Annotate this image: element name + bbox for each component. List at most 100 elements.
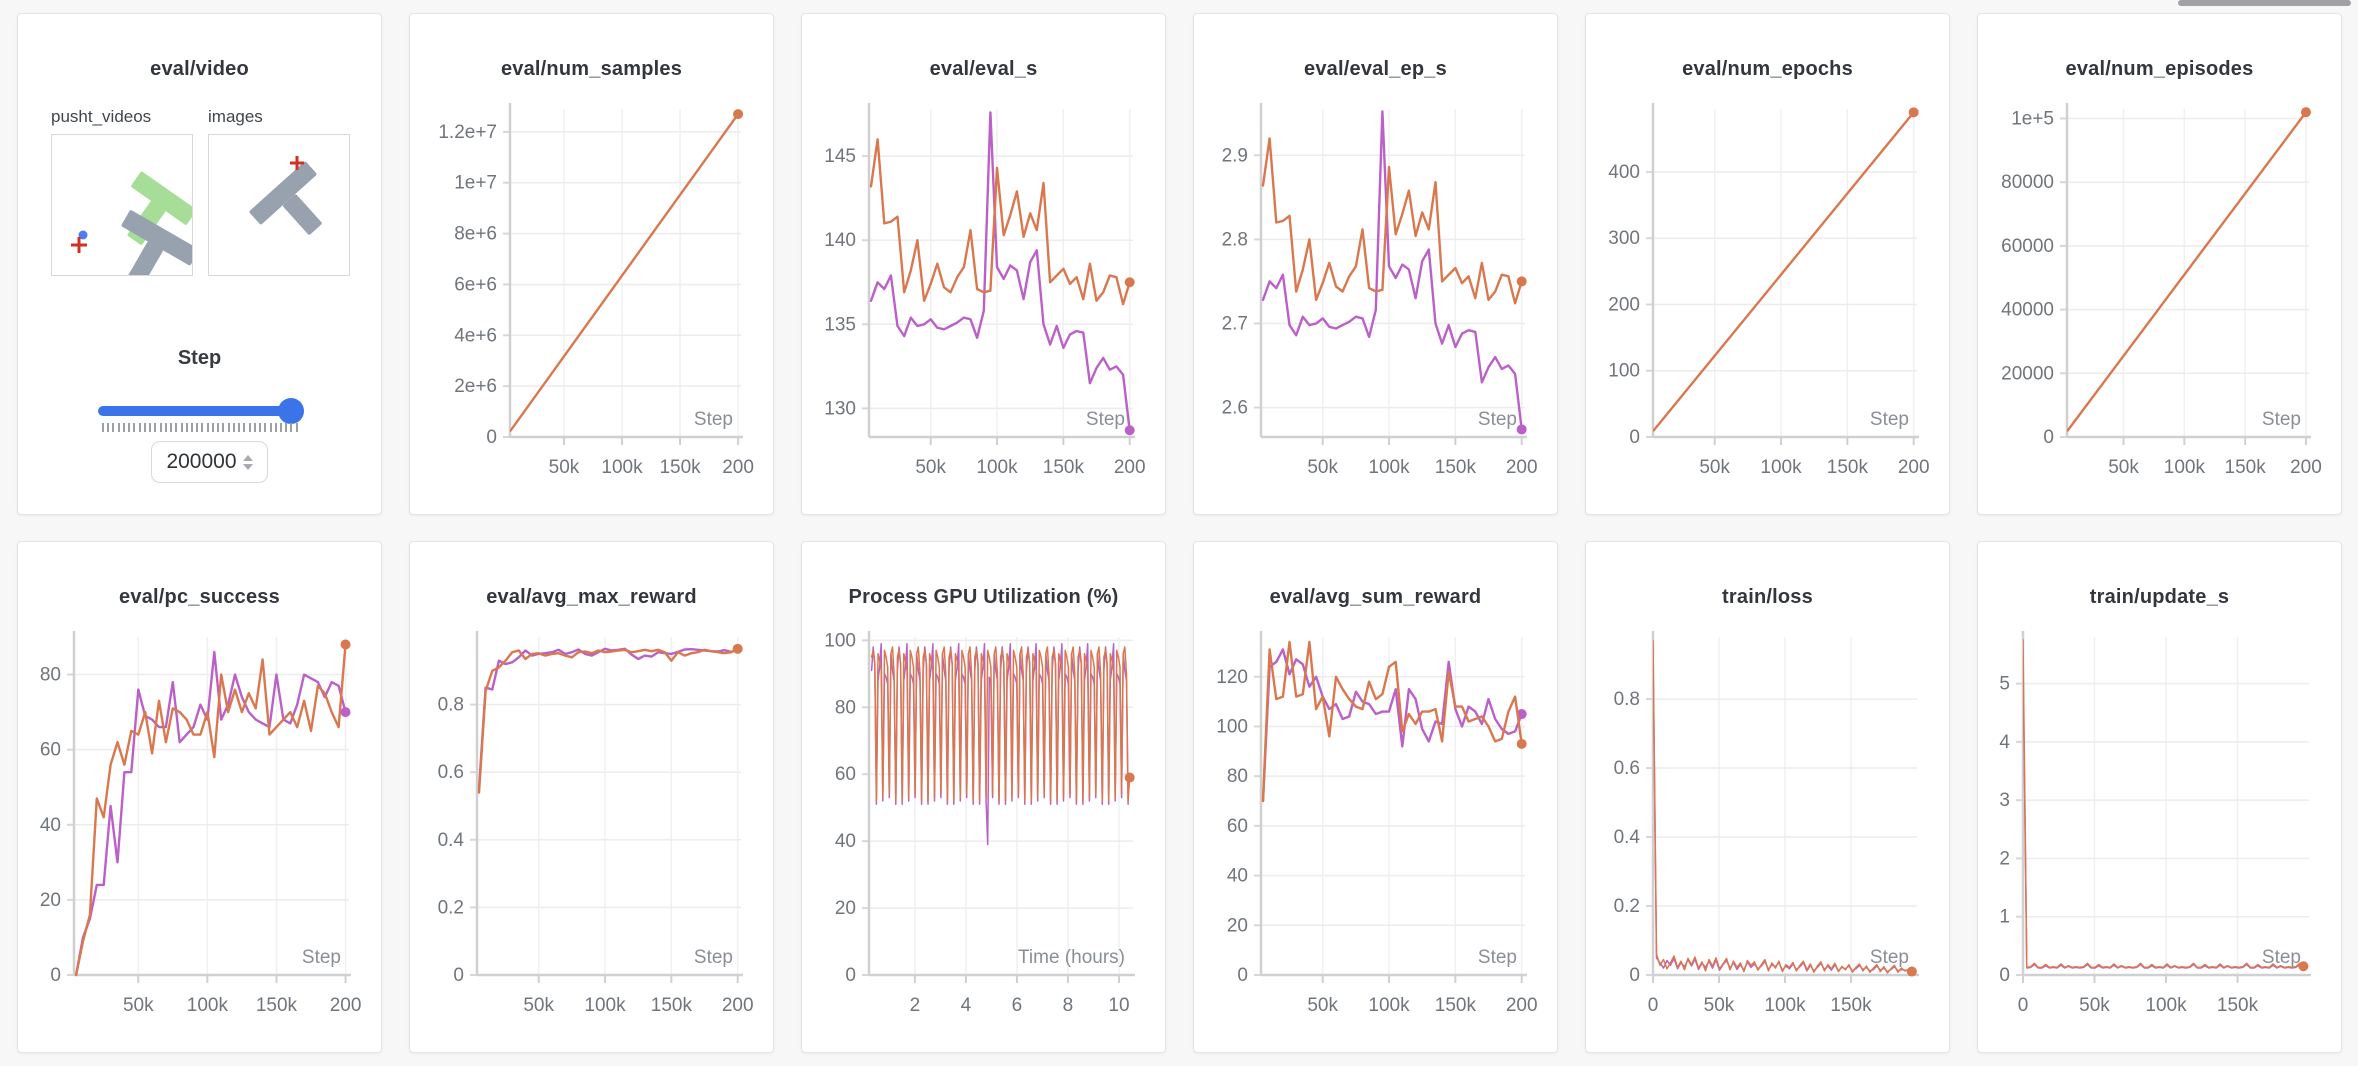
y-tick-label: 0.2 xyxy=(1614,896,1640,917)
x-axis-label: Step xyxy=(302,947,341,968)
x-tick-label: 50k xyxy=(549,457,580,478)
series-end-dot xyxy=(2300,107,2311,118)
x-tick-label: 100k xyxy=(1760,457,1802,478)
y-tick-label: 3 xyxy=(1999,790,2010,811)
y-tick-label: 5 xyxy=(1999,674,2010,695)
y-tick-label: 6e+6 xyxy=(454,274,497,295)
slider-track[interactable] xyxy=(98,406,301,416)
y-tick-label: 0.8 xyxy=(438,695,464,716)
x-tick-label: 150k xyxy=(1827,457,1869,478)
x-tick-label: 50k xyxy=(1307,457,1338,478)
chart-panel[interactable]: eval/num_samples 50k 100k 150k 200 0 2e+6 4e+6… xyxy=(409,13,774,515)
chart-canvas[interactable]: 50k 100k 150k 200 130 135 140 145 Step xyxy=(802,14,1165,514)
series-line-orange xyxy=(870,646,1131,802)
y-tick-label: 0.4 xyxy=(438,830,465,851)
series-line-orange xyxy=(2023,639,2305,969)
series-end-dot xyxy=(1124,277,1135,288)
chart-canvas[interactable]: 0 50k 100k 150k 0 1 2 3 4 5 Step xyxy=(1978,542,2341,1052)
y-tick-label: 0 xyxy=(1629,427,1640,448)
x-tick-label: 150k xyxy=(1435,995,1477,1016)
series-end-dot xyxy=(1516,709,1527,720)
y-tick-label: 80 xyxy=(1227,766,1248,787)
y-tick-label: 100 xyxy=(824,630,856,651)
chart-title: eval/eval_s xyxy=(929,58,1038,80)
video-panel[interactable]: eval/video pusht_videos images xyxy=(17,13,382,515)
x-tick-label: 200 xyxy=(1898,457,1930,478)
chart-panel[interactable]: eval/avg_sum_reward 50k 100k 150k 200 0 20 40 6… xyxy=(1193,541,1558,1053)
series-end-dot xyxy=(1516,738,1527,749)
x-tick-label: 10 xyxy=(1108,995,1129,1016)
chart-title: train/loss xyxy=(1722,586,1813,608)
step-slider[interactable] xyxy=(98,398,304,424)
x-tick-label: 150k xyxy=(1435,457,1477,478)
chart-canvas[interactable]: 50k 100k 150k 200 0 20000 40000 60000 80000 1e+5 S… xyxy=(1978,14,2341,514)
slider-thumb[interactable] xyxy=(278,398,304,424)
chart-title: eval/avg_sum_reward xyxy=(1269,586,1482,608)
video-thumbnail-images[interactable] xyxy=(208,134,350,276)
chart-panel[interactable]: train/loss 0 50k 100k 150k 0 0.2 0.4 0.6 0.8 Step xyxy=(1585,541,1950,1053)
y-tick-label: 120 xyxy=(1216,667,1248,688)
series-line-orange xyxy=(477,647,739,794)
chart-panel[interactable]: eval/pc_success 50k 100k 150k 200 0 20 40 60 80 S… xyxy=(17,541,382,1053)
step-number-input[interactable]: 200000 xyxy=(151,441,268,483)
y-tick-label: 2 xyxy=(1999,848,2010,869)
y-tick-label: 2.6 xyxy=(1222,398,1248,419)
x-axis-label: Step xyxy=(1086,409,1125,430)
x-tick-label: 50k xyxy=(1704,995,1735,1016)
horizontal-scrollbar[interactable] xyxy=(2178,0,2351,6)
series-line-orange xyxy=(1653,111,1915,432)
series-end-dot xyxy=(340,639,351,650)
x-tick-label: 50k xyxy=(123,995,154,1016)
x-tick-label: 6 xyxy=(1012,995,1023,1016)
x-tick-label: 50k xyxy=(1307,995,1338,1016)
chart-canvas[interactable]: 50k 100k 150k 200 2.6 2.7 2.8 2.9 Step xyxy=(1194,14,1557,514)
chart-panel[interactable]: Process GPU Utilization (%) 2 4 6 8 10 0 20 40 6… xyxy=(801,541,1166,1053)
y-tick-label: 0 xyxy=(1999,965,2010,986)
x-tick-label: 100k xyxy=(1368,457,1410,478)
goal-cross xyxy=(71,237,87,253)
thumb-label-images: images xyxy=(208,107,263,126)
y-tick-label: 2e+6 xyxy=(454,376,497,397)
x-tick-label: 50k xyxy=(915,457,946,478)
chart-panel[interactable]: eval/avg_max_reward 50k 100k 150k 200 0 0.2 0.… xyxy=(409,541,774,1053)
x-axis-label: Step xyxy=(2262,947,2301,968)
y-tick-label: 145 xyxy=(824,146,856,167)
x-tick-label: 4 xyxy=(961,995,972,1016)
series-line-orange xyxy=(1261,137,1523,305)
chart-panel[interactable]: eval/num_episodes 50k 100k 150k 200 0 20000 40… xyxy=(1977,13,2342,515)
chart-title: eval/avg_max_reward xyxy=(486,586,697,608)
chart-canvas[interactable]: 50k 100k 150k 200 0 2e+6 4e+6 6e+6 8e+6 1e+7 1.2e+… xyxy=(410,14,773,514)
chart-canvas[interactable]: 50k 100k 150k 200 0 20 40 60 80 Step xyxy=(18,542,381,1052)
chart-canvas[interactable]: 50k 100k 150k 200 0 20 40 60 80 100 120 Step xyxy=(1194,542,1557,1052)
chart-canvas[interactable]: 50k 100k 150k 200 0 100 200 300 400 Step xyxy=(1586,14,1949,514)
video-thumbnail-pusht[interactable] xyxy=(51,134,199,292)
y-tick-label: 0 xyxy=(50,965,61,986)
series-end-dot xyxy=(1516,276,1527,287)
pusht-scene-image xyxy=(71,171,199,292)
series-line-purple xyxy=(1261,110,1523,431)
chart-canvas[interactable]: 50k 100k 150k 200 0 0.2 0.4 0.6 0.8 Step xyxy=(410,542,773,1052)
x-tick-label: 50k xyxy=(1699,457,1730,478)
goal-cross xyxy=(290,156,304,170)
y-tick-label: 0 xyxy=(1237,965,1248,986)
panel-title: eval/video xyxy=(150,58,249,80)
chart-panel[interactable]: train/update_s 0 50k 100k 150k 0 1 2 3 4 5 Step xyxy=(1977,541,2342,1053)
series-end-dot xyxy=(1516,424,1527,435)
x-tick-label: 150k xyxy=(659,457,701,478)
chart-panel[interactable]: eval/eval_ep_s 50k 100k 150k 200 2.6 2.7 2.8 2.… xyxy=(1193,13,1558,515)
y-tick-label: 200 xyxy=(1608,294,1640,315)
chart-panel[interactable]: eval/eval_s 50k 100k 150k 200 130 135 140 145 St… xyxy=(801,13,1166,515)
x-tick-label: 50k xyxy=(523,995,554,1016)
stepper-arrows-icon[interactable] xyxy=(242,454,253,470)
series-end-dot xyxy=(732,643,743,654)
x-axis-label: Step xyxy=(694,947,733,968)
chart-title: eval/eval_ep_s xyxy=(1304,58,1447,80)
x-axis-label: Step xyxy=(694,409,733,430)
x-tick-label: 100k xyxy=(1368,995,1410,1016)
chart-canvas[interactable]: 0 50k 100k 150k 0 0.2 0.4 0.6 0.8 Step xyxy=(1586,542,1949,1052)
x-tick-label: 2 xyxy=(910,995,921,1016)
x-tick-label: 150k xyxy=(1830,995,1872,1016)
y-tick-label: 4e+6 xyxy=(454,325,497,346)
chart-panel[interactable]: eval/num_epochs 50k 100k 150k 200 0 100 200 300… xyxy=(1585,13,1950,515)
